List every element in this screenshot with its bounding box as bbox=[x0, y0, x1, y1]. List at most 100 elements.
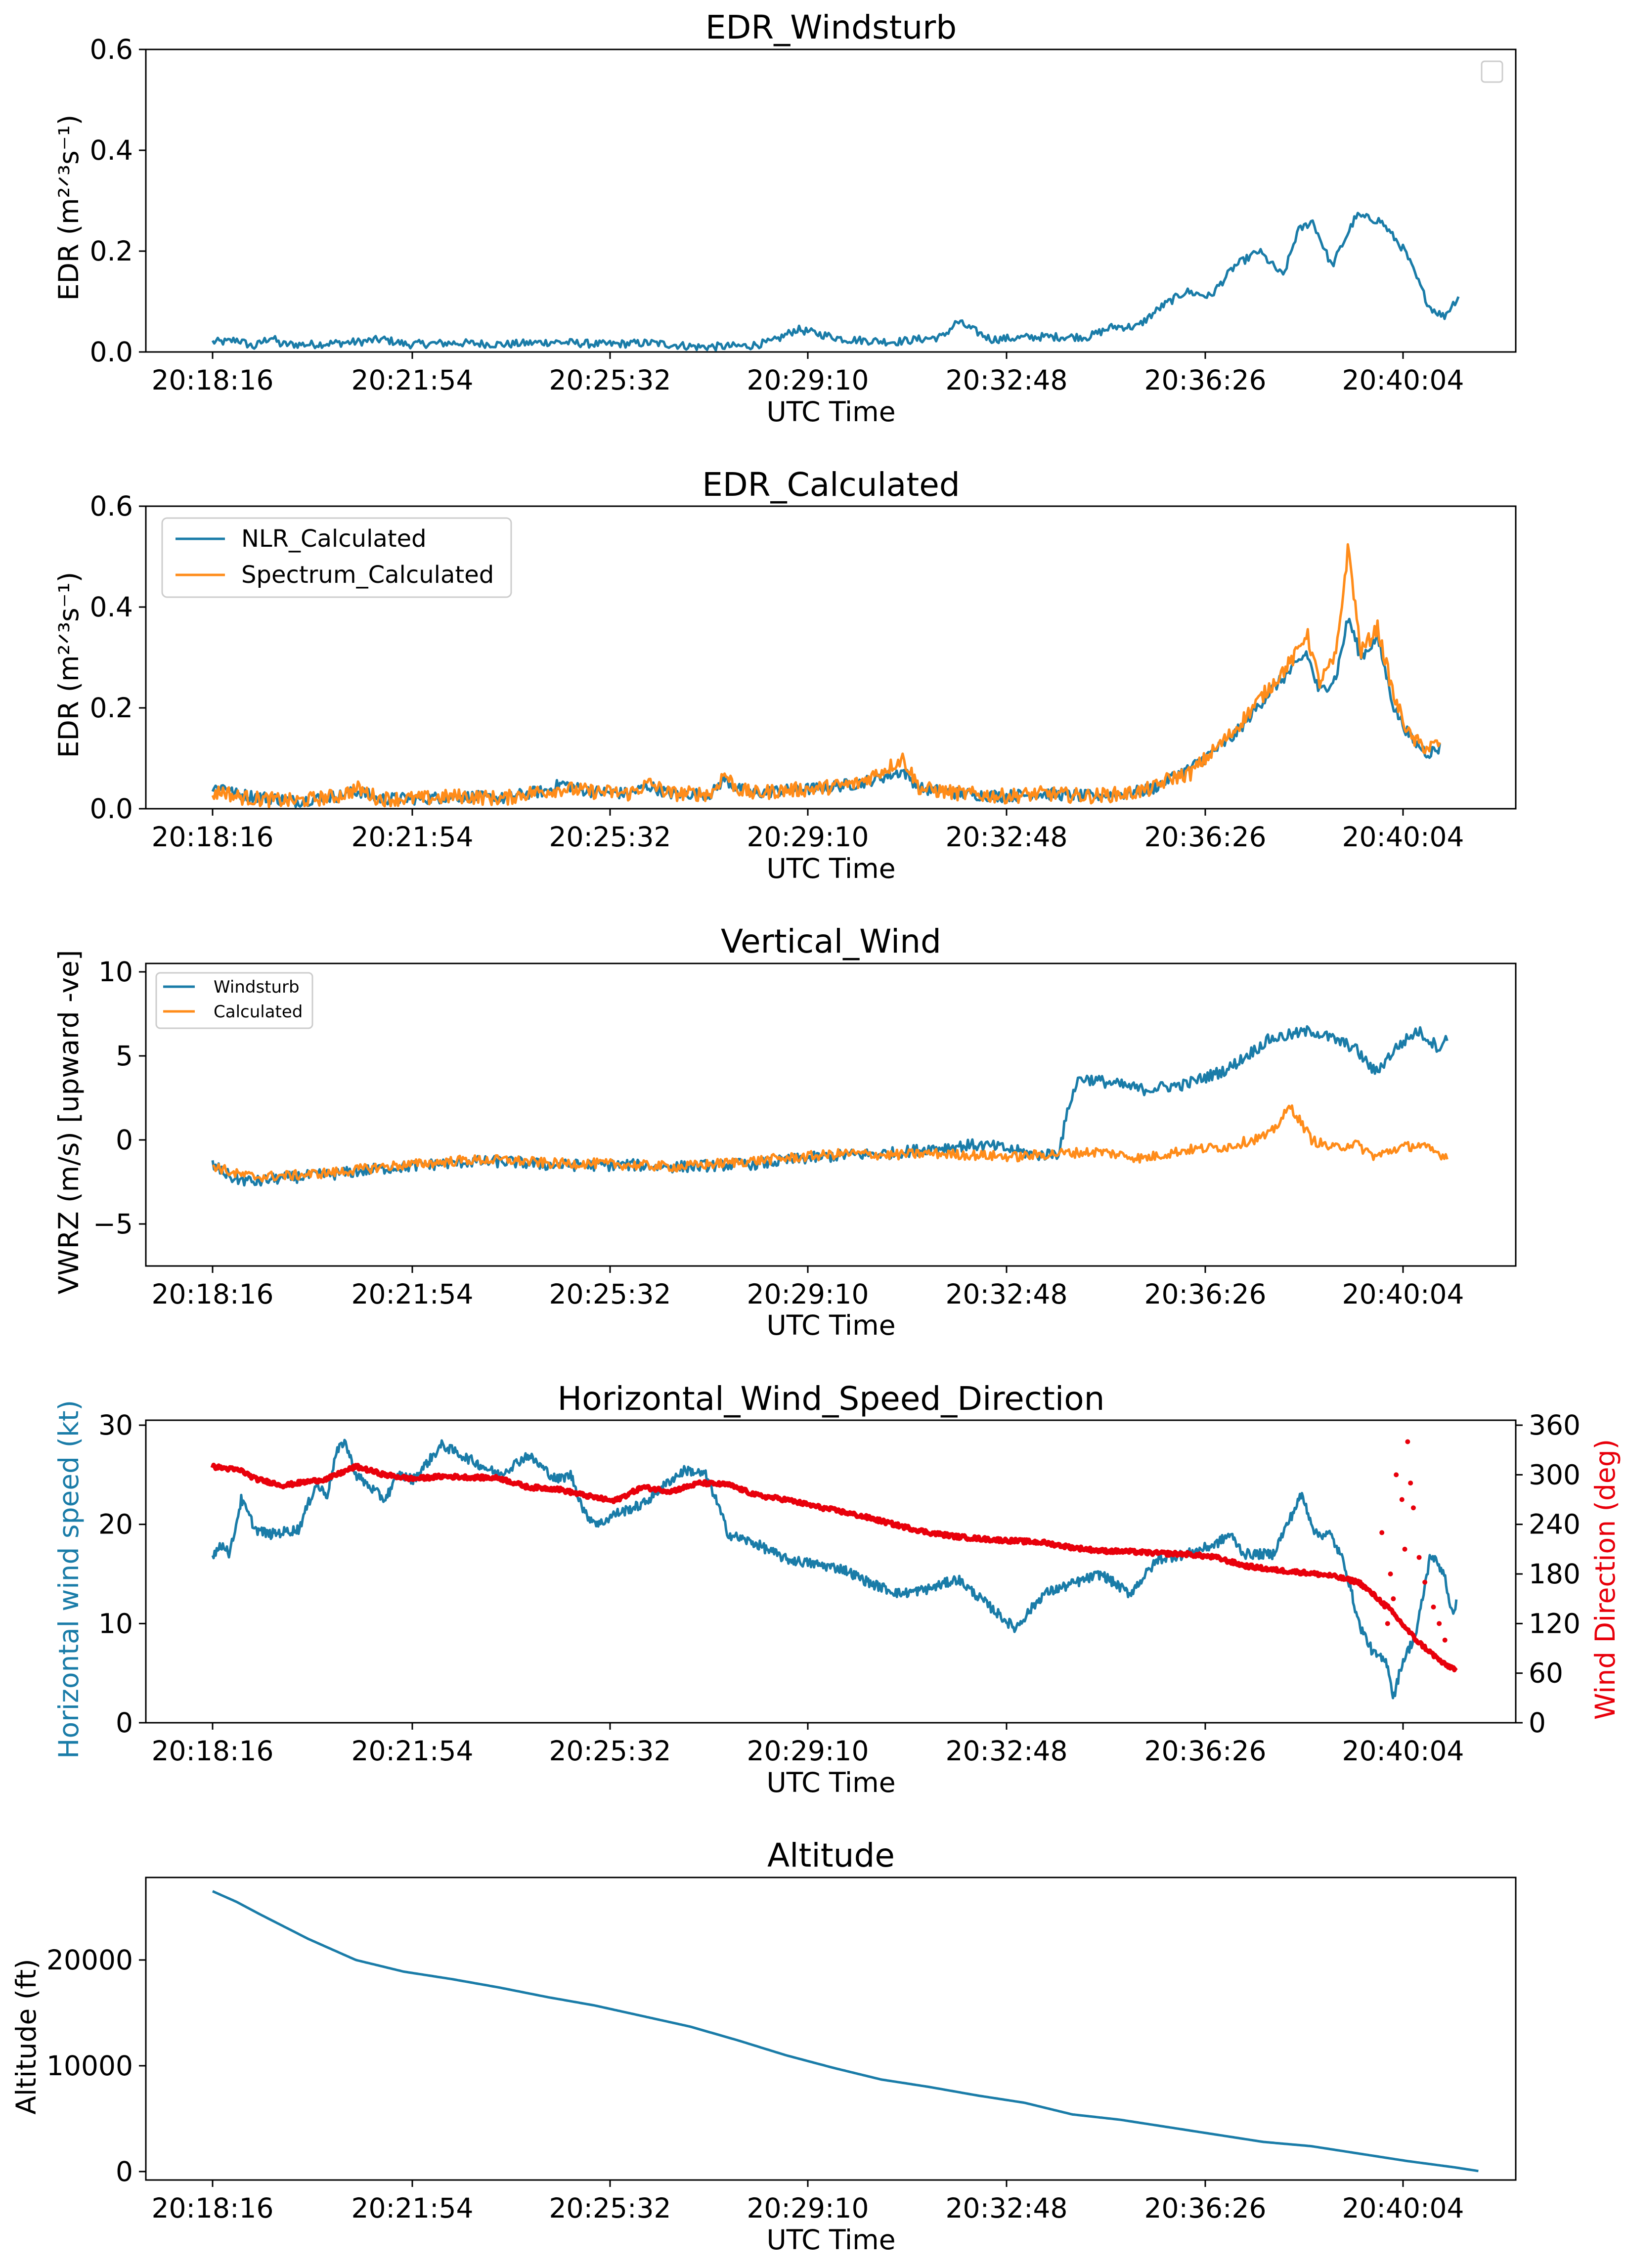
y-tick-label: 10000 bbox=[46, 2050, 133, 2082]
series-wind-direction bbox=[210, 1462, 1458, 1672]
series-calculated bbox=[212, 1104, 1449, 1183]
y-right-tick-label: 0 bbox=[1529, 1707, 1546, 1739]
x-tick-label: 20:40:04 bbox=[1342, 2192, 1464, 2224]
y-tick-label: 0 bbox=[116, 1124, 133, 1156]
x-tick-label: 20:32:48 bbox=[945, 1735, 1067, 1767]
x-tick-label: 20:29:10 bbox=[747, 1735, 869, 1767]
chart-3-legend-calculated-label: Calculated bbox=[214, 1002, 303, 1022]
y-right-tick-label: 120 bbox=[1529, 1608, 1581, 1639]
wind-direction-point bbox=[1402, 1546, 1407, 1552]
x-tick-label: 20:25:32 bbox=[549, 2192, 671, 2224]
y-tick-label: 0.0 bbox=[90, 336, 133, 368]
chart-3-ylabel: VWRZ (m/s) [upward -ve] bbox=[53, 950, 85, 1295]
chart-5-frame bbox=[145, 1876, 1517, 2181]
x-tick-label: 20:40:04 bbox=[1342, 821, 1464, 853]
x-tick-label: 20:40:04 bbox=[1342, 364, 1464, 396]
chart-2-ylabel: EDR (m²ᐟ³s⁻¹) bbox=[53, 572, 85, 758]
series-windsturb bbox=[211, 1025, 1449, 1187]
x-tick-label: 20:36:26 bbox=[1144, 821, 1266, 853]
wind-direction-point bbox=[1382, 1604, 1387, 1610]
y-tick-label: 0.4 bbox=[90, 591, 133, 623]
wind-direction-point bbox=[1379, 1530, 1385, 1535]
x-tick-label: 20:32:48 bbox=[945, 364, 1067, 396]
chart-1-legend-empty bbox=[1481, 60, 1503, 83]
chart-1-title: EDR_Windsturb bbox=[705, 8, 957, 46]
series-nlr-calculated bbox=[211, 617, 1441, 808]
y-tick-label: 0 bbox=[116, 1707, 133, 1739]
chart-1-ylabel: EDR (m²ᐟ³s⁻¹) bbox=[53, 115, 85, 301]
x-tick-label: 20:36:26 bbox=[1144, 2192, 1266, 2224]
chart-5-ylabel: Altitude (ft) bbox=[10, 1959, 42, 2114]
y-tick-label: 0 bbox=[116, 2156, 133, 2187]
wind-direction-point bbox=[1385, 1621, 1390, 1626]
x-tick-label: 20:18:16 bbox=[151, 1735, 273, 1767]
x-tick-label: 20:36:26 bbox=[1144, 1735, 1266, 1767]
y-right-tick-label: 240 bbox=[1529, 1509, 1581, 1540]
chart-5-title: Altitude bbox=[767, 1836, 895, 1875]
x-tick-label: 20:18:16 bbox=[151, 364, 273, 396]
y-tick-label: 0.2 bbox=[90, 235, 133, 267]
chart-1-xlabel: UTC Time bbox=[766, 396, 895, 428]
chart-2-frame bbox=[145, 505, 1517, 810]
wind-direction-point bbox=[1391, 1596, 1396, 1602]
chart-3-title: Vertical_Wind bbox=[721, 922, 941, 960]
wind-direction-point bbox=[1405, 1439, 1410, 1444]
chart-2-title: EDR_Calculated bbox=[702, 466, 960, 504]
wind-direction-point bbox=[1431, 1604, 1436, 1610]
wind-direction-point bbox=[1410, 1505, 1416, 1511]
chart-3-xlabel: UTC Time bbox=[766, 1309, 895, 1341]
chart-4-title: Horizontal_Wind_Speed_Direction bbox=[558, 1380, 1105, 1418]
series-spectrum-calculated bbox=[211, 543, 1441, 808]
chart-5: 0 10000 20000 20:18:16 20:21:54 20:25:32 20:29… bbox=[46, 1876, 1517, 2224]
chart-4-ylabel-right: Wind Direction (deg) bbox=[1589, 1439, 1621, 1720]
wind-direction-scatter bbox=[1379, 1439, 1448, 1643]
y-tick-label: 20000 bbox=[46, 1944, 133, 1976]
x-tick-label: 20:29:10 bbox=[747, 1278, 869, 1310]
chart-2-legend: NLR_Calculated Spectrum_Calculated bbox=[161, 517, 512, 598]
wind-direction-point bbox=[1394, 1472, 1399, 1478]
wind-direction-point bbox=[1437, 1621, 1442, 1626]
chart-1-frame bbox=[145, 48, 1517, 353]
y-right-tick-label: 180 bbox=[1529, 1558, 1581, 1590]
x-tick-label: 20:21:54 bbox=[351, 1735, 473, 1767]
chart-5-xlabel: UTC Time bbox=[766, 2224, 895, 2256]
wind-direction-point bbox=[1408, 1481, 1413, 1486]
x-tick-label: 20:29:10 bbox=[747, 2192, 869, 2224]
y-right-tick-label: 60 bbox=[1529, 1657, 1563, 1689]
x-tick-label: 20:40:04 bbox=[1342, 1735, 1464, 1767]
y-tick-label: 0.4 bbox=[90, 134, 133, 166]
y-tick-label: 0.6 bbox=[90, 34, 133, 65]
y-tick-label: −5 bbox=[93, 1208, 133, 1240]
chart-3-legend-windsturb-label: Windsturb bbox=[214, 977, 300, 997]
chart-2-legend-box bbox=[161, 517, 512, 598]
chart-4-frame bbox=[145, 1419, 1517, 1724]
x-tick-label: 20:32:48 bbox=[945, 821, 1067, 853]
series-windsturb bbox=[211, 212, 1460, 352]
chart-4-xlabel: UTC Time bbox=[766, 1767, 895, 1798]
chart-3-legend-box bbox=[155, 972, 313, 1029]
x-tick-label: 20:25:32 bbox=[549, 821, 671, 853]
chart-1: 0.0 0.2 0.4 0.6 20:18:16 20:21:54 20:25:32 20:2… bbox=[90, 34, 1517, 396]
y-tick-label: 10 bbox=[98, 1608, 133, 1639]
y-right-tick-label: 300 bbox=[1529, 1459, 1581, 1490]
wind-direction-point bbox=[1399, 1497, 1405, 1502]
x-tick-label: 20:29:10 bbox=[747, 364, 869, 396]
wind-direction-point bbox=[1388, 1571, 1393, 1577]
x-tick-label: 20:18:16 bbox=[151, 1278, 273, 1310]
chart-3-frame bbox=[145, 962, 1517, 1267]
chart-3-legend: Windsturb Calculated bbox=[155, 972, 313, 1029]
x-tick-label: 20:21:54 bbox=[351, 821, 473, 853]
chart-2-legend-spectrum-label: Spectrum_Calculated bbox=[241, 561, 494, 589]
x-tick-label: 20:25:32 bbox=[549, 1278, 671, 1310]
y-tick-label: 5 bbox=[116, 1040, 133, 1072]
chart-2: 0.0 0.2 0.4 0.6 20:18:16 20:21:54 20:25:32 20:2… bbox=[90, 490, 1517, 853]
x-tick-label: 20:25:32 bbox=[549, 364, 671, 396]
wind-direction-point bbox=[1422, 1579, 1428, 1585]
x-tick-label: 20:36:26 bbox=[1144, 364, 1266, 396]
x-tick-label: 20:32:48 bbox=[945, 1278, 1067, 1310]
wind-direction-point bbox=[1442, 1637, 1448, 1643]
x-tick-label: 20:21:54 bbox=[351, 364, 473, 396]
y-tick-label: 0.2 bbox=[90, 692, 133, 724]
